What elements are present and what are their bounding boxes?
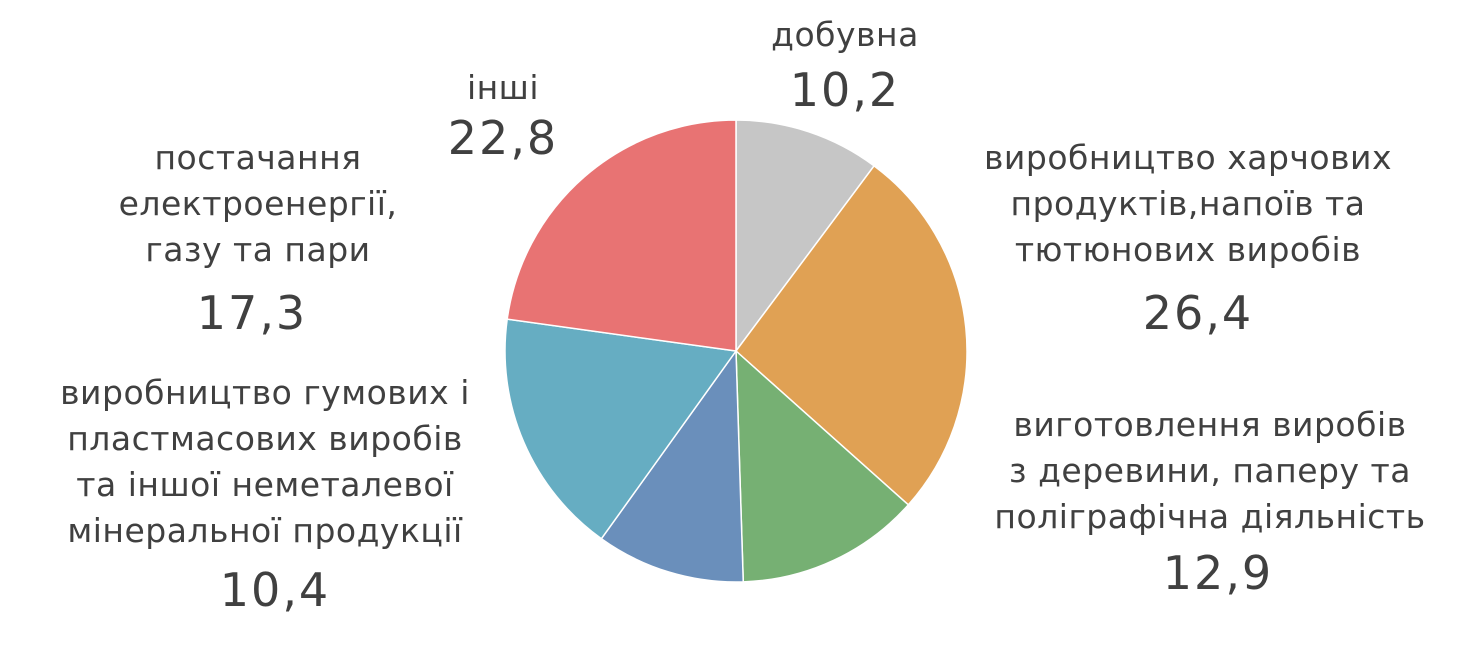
- slice-label: добувна: [771, 15, 919, 54]
- value-label: 22,8: [447, 111, 559, 165]
- slice-label: виготовлення виробів з деревини, паперу …: [994, 405, 1426, 536]
- slice-label: виробництво гумових і пластмасових вироб…: [60, 373, 470, 550]
- pie-slice: [734, 164, 968, 506]
- pie-slice: [735, 119, 876, 354]
- value-label: 26,4: [1142, 286, 1254, 340]
- slice-label: постачання електроенергії, газу та пари: [118, 138, 398, 269]
- value-label: 12,9: [1162, 546, 1274, 600]
- pie-slice: [735, 349, 910, 583]
- pie-slice: [504, 318, 738, 540]
- value-label: 17,3: [196, 286, 308, 340]
- value-label: 10,2: [789, 63, 901, 117]
- pie-slice: [600, 348, 745, 583]
- pie-slice: [506, 119, 737, 352]
- slice-label: виробництво харчових продуктів,напоїв та…: [983, 138, 1393, 269]
- slice-label: інші: [466, 68, 540, 107]
- value-label: 10,4: [219, 563, 331, 617]
